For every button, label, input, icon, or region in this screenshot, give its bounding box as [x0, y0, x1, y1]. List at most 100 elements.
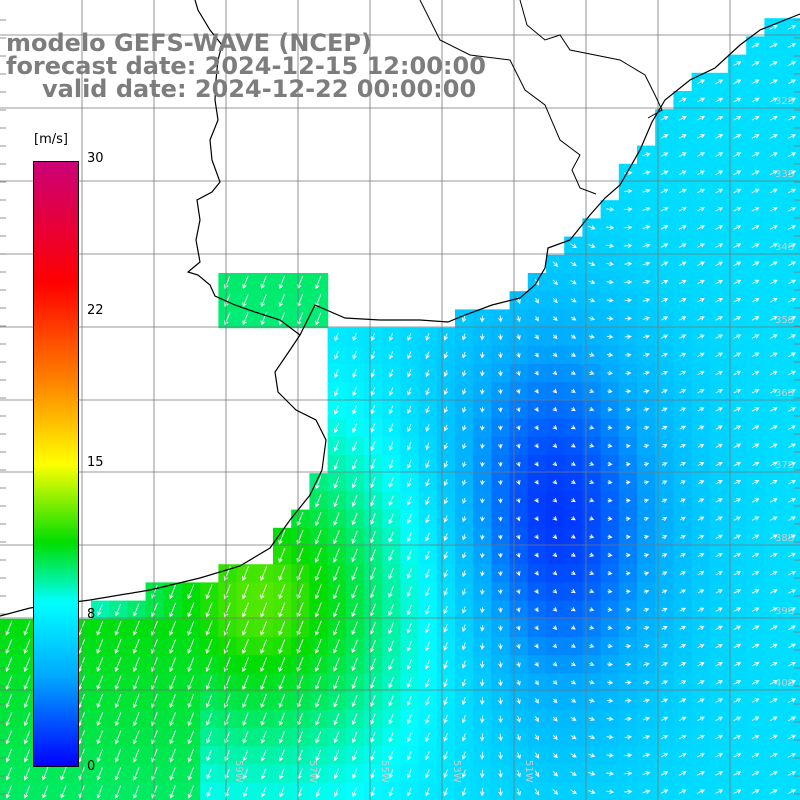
- wind-arrow: [589, 661, 595, 667]
- wind-arrow: [769, 425, 778, 430]
- wind-arrow: [769, 752, 778, 758]
- wind-arrow: [406, 714, 412, 725]
- wind-arrow: [552, 479, 558, 485]
- wind-arrow: [589, 443, 595, 448]
- wind-arrow: [788, 552, 796, 558]
- wind-arrow: [588, 225, 596, 230]
- wind-arrow: [751, 61, 760, 66]
- wind-arrow: [388, 604, 394, 617]
- wind-arrow: [296, 566, 304, 582]
- wind-arrow: [461, 678, 467, 687]
- wind-arrow: [352, 368, 357, 378]
- wind-arrow: [370, 495, 376, 507]
- wind-arrow: [498, 625, 503, 632]
- wind-arrow: [643, 371, 650, 376]
- wind-arrow: [607, 661, 614, 667]
- wind-arrow: [351, 694, 358, 708]
- wind-arrow: [733, 571, 742, 576]
- wind-arrow: [788, 370, 796, 376]
- wind-arrow: [696, 134, 706, 139]
- wind-arrow: [715, 643, 723, 649]
- wind-arrow: [607, 352, 614, 358]
- wind-arrow: [96, 657, 104, 673]
- wind-arrow: [751, 734, 760, 740]
- wind-arrow: [169, 767, 176, 781]
- wind-arrow: [96, 748, 104, 763]
- wind-arrow: [661, 389, 668, 394]
- wind-arrow: [352, 440, 358, 452]
- wind-arrow: [552, 352, 558, 358]
- wind-arrow: [715, 443, 723, 448]
- wind-arrow: [425, 623, 430, 634]
- wind-arrow: [132, 675, 140, 691]
- wind-arrow: [642, 243, 651, 248]
- wind-arrow: [733, 625, 742, 631]
- wind-arrow: [607, 443, 613, 449]
- wind-arrow: [769, 61, 778, 66]
- wind-arrow: [443, 333, 448, 341]
- wind-arrow: [498, 333, 503, 341]
- wind-arrow: [480, 407, 485, 413]
- wind-arrow: [534, 552, 539, 558]
- wind-arrow: [697, 352, 705, 357]
- wind-arrow: [787, 97, 797, 103]
- wind-arrow: [679, 607, 687, 612]
- wind-arrow: [534, 643, 539, 649]
- wind-arrow: [388, 369, 394, 378]
- wind-arrow: [498, 407, 503, 413]
- wind-arrow: [624, 789, 633, 794]
- wind-arrow: [679, 371, 687, 376]
- wind-arrow: [480, 534, 485, 541]
- wind-arrow: [588, 789, 596, 794]
- wind-arrow: [678, 243, 687, 248]
- wind-arrow: [114, 675, 122, 691]
- wind-arrow: [697, 789, 705, 794]
- wind-arrow: [697, 498, 705, 503]
- wind-arrow: [479, 715, 485, 724]
- wind-arrow: [169, 602, 177, 618]
- wind-arrow: [570, 316, 577, 321]
- colorbar-tick-22: 22: [87, 303, 104, 318]
- wind-arrow: [314, 602, 322, 618]
- wind-arrow: [697, 607, 705, 612]
- wind-arrow: [278, 275, 285, 290]
- model-title: modelo GEFS-WAVE (NCEP): [6, 29, 372, 57]
- wind-arrow: [751, 680, 760, 685]
- wind-arrow: [23, 767, 31, 781]
- wind-arrow: [351, 713, 358, 726]
- wind-arrow: [570, 425, 576, 430]
- wind-arrow: [589, 680, 595, 685]
- wind-arrow: [443, 587, 448, 596]
- wind-arrow: [769, 771, 778, 776]
- wind-arrow: [279, 786, 285, 798]
- wind-arrow: [625, 498, 631, 503]
- wind-arrow: [769, 716, 778, 722]
- wind-arrow: [425, 751, 430, 761]
- wind-arrow: [23, 693, 31, 709]
- wind-arrow: [715, 407, 723, 412]
- wind-arrow: [370, 387, 376, 397]
- wind-arrow: [769, 571, 778, 576]
- wind-arrow: [588, 716, 596, 721]
- wind-arrow: [733, 789, 742, 794]
- wind-arrow: [697, 753, 705, 758]
- wind-arrow: [480, 425, 485, 431]
- wind-arrow: [187, 675, 195, 691]
- wind-arrow: [678, 115, 687, 121]
- wind-arrow: [643, 516, 650, 522]
- wind-arrow: [715, 134, 724, 139]
- wind-arrow: [751, 534, 760, 540]
- wind-arrow: [715, 716, 724, 722]
- wind-arrow: [787, 261, 797, 267]
- wind-arrow: [661, 626, 668, 631]
- wind-arrow: [679, 662, 687, 667]
- wind-arrow: [570, 280, 577, 285]
- wind-arrow: [733, 407, 742, 412]
- wind-arrow: [480, 461, 485, 468]
- wind-arrow: [534, 461, 539, 467]
- wind-arrow: [443, 769, 448, 779]
- wind-arrow: [461, 351, 467, 359]
- wind-arrow: [407, 369, 412, 378]
- wind-arrow: [769, 206, 778, 212]
- wind-arrow: [787, 734, 797, 740]
